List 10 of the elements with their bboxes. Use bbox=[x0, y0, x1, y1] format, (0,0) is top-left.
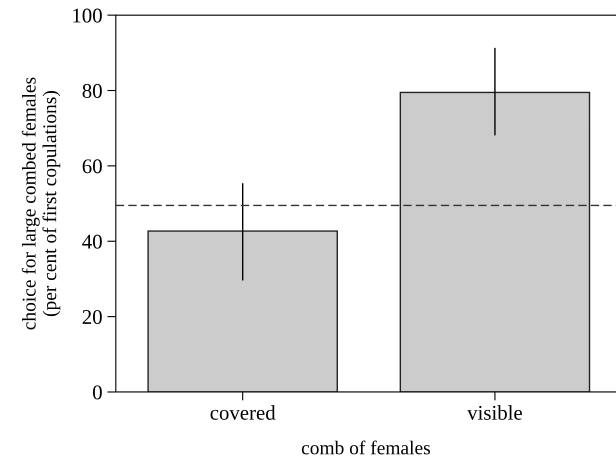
x-tick-label: covered bbox=[210, 405, 276, 420]
y-tick-label: 0 bbox=[92, 385, 102, 400]
x-axis-title: comb of females bbox=[302, 440, 430, 454]
y-tick-label: 80 bbox=[82, 84, 102, 98]
y-tick-label: 60 bbox=[82, 159, 102, 174]
x-tick-label: visible bbox=[467, 405, 522, 420]
y-axis-title: choice for large combed females (per cent of first copulations) bbox=[22, 78, 60, 330]
y-tick-label: 20 bbox=[82, 310, 102, 324]
y-tick-label: 40 bbox=[82, 234, 102, 249]
y-tick-label: 100 bbox=[73, 8, 102, 23]
